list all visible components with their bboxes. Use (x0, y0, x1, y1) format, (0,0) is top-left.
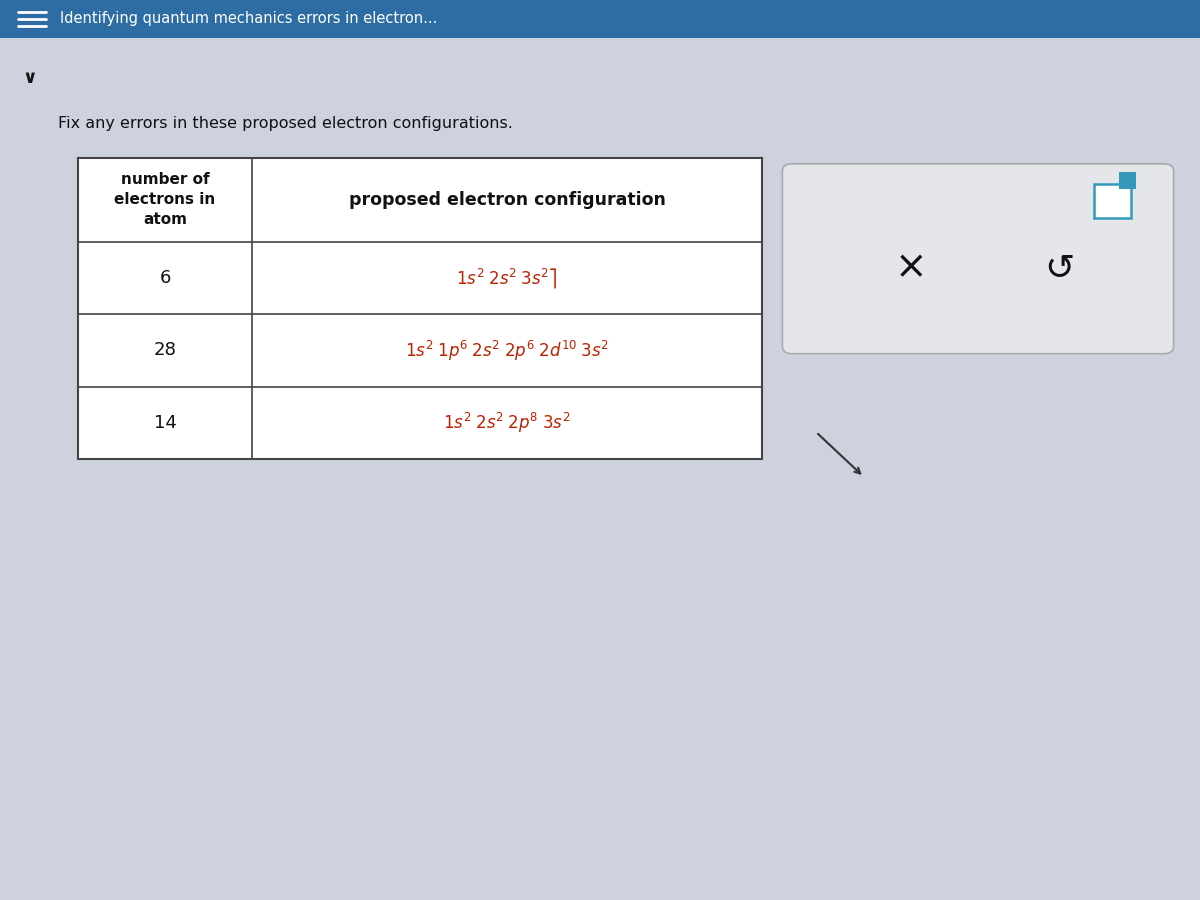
Text: 6: 6 (160, 269, 170, 287)
FancyBboxPatch shape (1120, 172, 1136, 189)
Text: 28: 28 (154, 341, 176, 359)
Text: ×: × (895, 248, 928, 286)
Text: number of
electrons in
atom: number of electrons in atom (114, 173, 216, 227)
Text: ↺: ↺ (1045, 250, 1075, 284)
Text: $1s^{2}\;2s^{2}\;3s^{2}$⎤: $1s^{2}\;2s^{2}\;3s^{2}$⎤ (456, 266, 558, 290)
FancyBboxPatch shape (0, 0, 1200, 38)
Text: ∨: ∨ (23, 69, 37, 87)
Text: proposed electron configuration: proposed electron configuration (348, 191, 666, 209)
Text: 14: 14 (154, 414, 176, 432)
FancyBboxPatch shape (782, 164, 1174, 354)
Text: Identifying quantum mechanics errors in electron...: Identifying quantum mechanics errors in … (60, 12, 437, 26)
FancyBboxPatch shape (78, 158, 762, 459)
Text: $1s^{2}\;1p^{6}\;2s^{2}\;2p^{6}\;2d^{10}\;3s^{2}$: $1s^{2}\;1p^{6}\;2s^{2}\;2p^{6}\;2d^{10}… (404, 338, 610, 363)
Text: Fix any errors in these proposed electron configurations.: Fix any errors in these proposed electro… (58, 116, 512, 130)
FancyBboxPatch shape (1094, 184, 1132, 218)
Text: $1s^{2}\;2s^{2}\;2p^{8}\;3s^{2}$: $1s^{2}\;2s^{2}\;2p^{8}\;3s^{2}$ (443, 410, 571, 435)
